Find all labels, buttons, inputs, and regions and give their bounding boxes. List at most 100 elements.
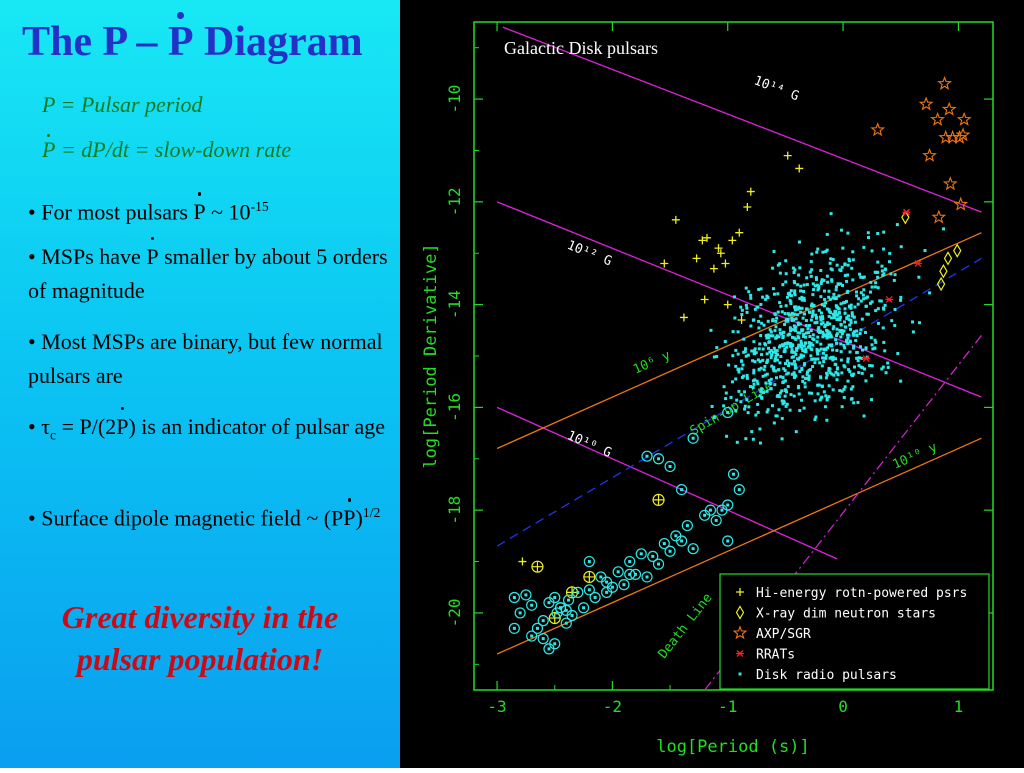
diamond-point bbox=[939, 264, 948, 279]
radio-pulsar-dot bbox=[815, 250, 819, 254]
circled-dot-point-center bbox=[564, 621, 568, 625]
radio-pulsar-dot bbox=[789, 294, 793, 298]
radio-pulsar-dot bbox=[771, 404, 775, 408]
radio-pulsar-dot bbox=[821, 356, 825, 360]
radio-pulsar-dot bbox=[741, 363, 745, 367]
radio-pulsar-dot bbox=[857, 371, 861, 375]
radio-pulsar-dot bbox=[769, 387, 773, 391]
radio-pulsar-dot bbox=[824, 376, 828, 380]
x-tick-label: -2 bbox=[603, 697, 622, 716]
radio-pulsar-dot bbox=[787, 341, 791, 345]
radio-pulsar-dot bbox=[819, 311, 823, 315]
star-point bbox=[952, 129, 967, 144]
radio-pulsar-dot bbox=[797, 392, 801, 396]
radio-pulsar-dot bbox=[805, 283, 809, 287]
radio-pulsar-dot bbox=[776, 394, 780, 398]
radio-pulsar-dot bbox=[765, 336, 769, 340]
radio-pulsar-dot bbox=[862, 245, 866, 249]
radio-pulsar-dot bbox=[829, 335, 833, 339]
radio-pulsar-dot bbox=[732, 295, 736, 299]
radio-pulsar-dot bbox=[822, 356, 826, 360]
radio-pulsar-dot bbox=[769, 377, 773, 381]
radio-pulsar-dot bbox=[784, 390, 788, 394]
circled-dot-point bbox=[554, 602, 567, 614]
radio-pulsar-dot bbox=[761, 374, 765, 378]
radio-pulsar-dot bbox=[781, 344, 785, 348]
radio-pulsar-dot bbox=[765, 294, 769, 298]
radio-pulsar-dot bbox=[839, 342, 843, 346]
circled-dot-point bbox=[704, 504, 717, 516]
radio-pulsar-dot bbox=[853, 305, 857, 309]
radio-pulsar-dot bbox=[856, 400, 860, 404]
radio-pulsar-dot bbox=[918, 321, 922, 325]
radio-pulsar-dot bbox=[799, 342, 803, 346]
radio-pulsar-dot bbox=[790, 311, 794, 315]
radio-pulsar-dot bbox=[773, 312, 777, 316]
circled-dot-point bbox=[589, 591, 601, 604]
radio-pulsar-dot bbox=[757, 319, 761, 323]
radio-pulsar-dot bbox=[835, 367, 839, 371]
radio-pulsar-dot bbox=[858, 272, 862, 276]
radio-pulsar-dot bbox=[804, 324, 808, 328]
radio-pulsar-dot bbox=[799, 353, 803, 357]
radio-pulsar-dot bbox=[942, 227, 946, 231]
radio-pulsar-dot bbox=[880, 264, 884, 268]
radio-pulsar-dot bbox=[780, 389, 784, 393]
radio-pulsar-dot bbox=[857, 356, 861, 360]
radio-pulsar-dot bbox=[842, 343, 846, 347]
radio-pulsar-dot bbox=[814, 415, 818, 419]
radio-pulsar-dot bbox=[796, 283, 800, 287]
radio-pulsar-dot bbox=[796, 323, 800, 327]
radio-pulsar-dot bbox=[803, 362, 807, 366]
radio-pulsar-dot bbox=[831, 348, 835, 352]
radio-pulsar-dot bbox=[813, 321, 817, 325]
radio-pulsar-dot bbox=[743, 407, 747, 411]
radio-pulsar-dot bbox=[795, 347, 799, 351]
radio-pulsar-dot bbox=[834, 363, 838, 367]
radio-pulsar-dot bbox=[757, 326, 761, 330]
radio-pulsar-dot bbox=[928, 291, 932, 295]
radio-pulsar-dot bbox=[807, 368, 811, 372]
radio-pulsar-dot bbox=[831, 388, 835, 392]
legend-entry: Hi-energy rotn-powered psrs bbox=[756, 586, 967, 601]
radio-pulsar-dot bbox=[776, 310, 780, 314]
radio-pulsar-dot bbox=[858, 332, 862, 336]
plus-point bbox=[743, 202, 752, 211]
radio-pulsar-dot bbox=[816, 352, 820, 356]
radio-pulsar-dot bbox=[819, 322, 823, 326]
radio-pulsar-dot bbox=[835, 341, 839, 345]
radio-pulsar-dot bbox=[810, 348, 814, 352]
radio-pulsar-dot bbox=[832, 373, 836, 377]
circled-dot-point-center bbox=[657, 457, 661, 461]
radio-pulsar-dot bbox=[839, 282, 843, 286]
radio-pulsar-dot bbox=[746, 411, 750, 415]
radio-pulsar-dot bbox=[820, 280, 824, 284]
radio-pulsar-dot bbox=[800, 295, 804, 299]
radio-pulsar-dot bbox=[751, 386, 755, 390]
radio-pulsar-dot bbox=[791, 266, 795, 270]
radio-pulsar-dot bbox=[866, 231, 870, 235]
reference-line-field bbox=[496, 201, 982, 398]
circled-dot-point bbox=[601, 576, 613, 588]
radio-pulsar-dot bbox=[811, 337, 815, 341]
circled-dot-point bbox=[549, 591, 561, 604]
circled-dot-point bbox=[526, 599, 538, 611]
radio-pulsar-dot bbox=[735, 398, 739, 402]
radio-pulsar-dot bbox=[847, 318, 851, 322]
circled-dot-point-center bbox=[541, 637, 545, 641]
radio-pulsar-dot bbox=[800, 298, 804, 302]
plus-point bbox=[671, 215, 680, 224]
radio-pulsar-dot bbox=[833, 309, 837, 313]
radio-pulsar-dot bbox=[881, 365, 885, 369]
radio-pulsar-dot bbox=[764, 381, 768, 385]
radio-pulsar-dot bbox=[799, 284, 803, 288]
radio-pulsar-dot bbox=[793, 289, 797, 293]
radio-pulsar-dot bbox=[759, 314, 763, 318]
circled-dot-point bbox=[687, 432, 699, 444]
bullet-magnetic-field: • Surface dipole magnetic field ~ (PP)1/… bbox=[28, 496, 394, 535]
radio-pulsar-dot bbox=[824, 356, 828, 360]
radio-pulsar-dot bbox=[856, 302, 860, 306]
radio-pulsar-dot bbox=[840, 405, 844, 409]
y-tick-label: -14 bbox=[445, 290, 464, 319]
radio-pulsar-dot bbox=[821, 351, 825, 355]
